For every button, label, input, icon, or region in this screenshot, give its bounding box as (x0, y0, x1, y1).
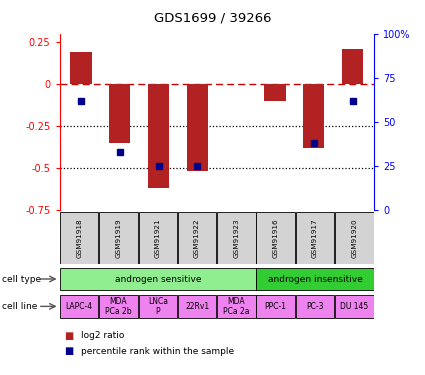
Bar (60, 295, 99, 318)
Text: MDA
PCa 2a: MDA PCa 2a (223, 297, 249, 316)
Bar (335, 212, 374, 264)
Text: ■: ■ (64, 331, 73, 341)
Bar (187, 84, 208, 171)
Text: PPC-1: PPC-1 (265, 302, 287, 311)
Text: GSM91919: GSM91919 (116, 218, 122, 258)
Text: GSM91917: GSM91917 (312, 218, 318, 258)
Bar (256, 212, 295, 264)
Text: GSM91923: GSM91923 (233, 218, 239, 258)
Bar (139, 295, 177, 318)
Text: 22Rv1: 22Rv1 (185, 302, 209, 311)
Bar (296, 295, 334, 318)
Text: PC-3: PC-3 (306, 302, 324, 311)
Text: androgen sensitive: androgen sensitive (114, 274, 201, 284)
Bar (217, 212, 256, 264)
Bar (70, 52, 91, 84)
Text: androgen insensitive: androgen insensitive (268, 274, 363, 284)
Bar (139, 212, 177, 264)
Text: GSM91921: GSM91921 (155, 218, 161, 258)
Text: log2 ratio: log2 ratio (81, 332, 124, 340)
Bar (256, 267, 374, 291)
Bar (296, 212, 334, 264)
Bar (335, 295, 374, 318)
Text: LAPC-4: LAPC-4 (65, 302, 93, 311)
Bar (264, 84, 286, 101)
Bar (60, 212, 99, 264)
Text: GSM91916: GSM91916 (273, 218, 279, 258)
Bar (109, 84, 130, 143)
Bar (60, 267, 256, 291)
Bar (148, 84, 169, 188)
Text: GDS1699 / 39266: GDS1699 / 39266 (154, 11, 271, 24)
Bar (217, 295, 256, 318)
Text: percentile rank within the sample: percentile rank within the sample (81, 346, 234, 355)
Text: GSM91922: GSM91922 (194, 218, 200, 258)
Bar (178, 295, 216, 318)
Text: GSM91918: GSM91918 (76, 218, 82, 258)
Bar (178, 212, 216, 264)
Text: MDA
PCa 2b: MDA PCa 2b (105, 297, 132, 316)
Bar (256, 295, 295, 318)
Text: GSM91920: GSM91920 (351, 218, 357, 258)
Bar (99, 212, 138, 264)
Text: cell line: cell line (2, 302, 37, 311)
Text: cell type: cell type (2, 274, 41, 284)
Text: DU 145: DU 145 (340, 302, 368, 311)
Text: LNCa
P: LNCa P (148, 297, 168, 316)
Bar (99, 295, 138, 318)
Bar (342, 49, 363, 84)
Text: ■: ■ (64, 346, 73, 356)
Bar (303, 84, 325, 148)
